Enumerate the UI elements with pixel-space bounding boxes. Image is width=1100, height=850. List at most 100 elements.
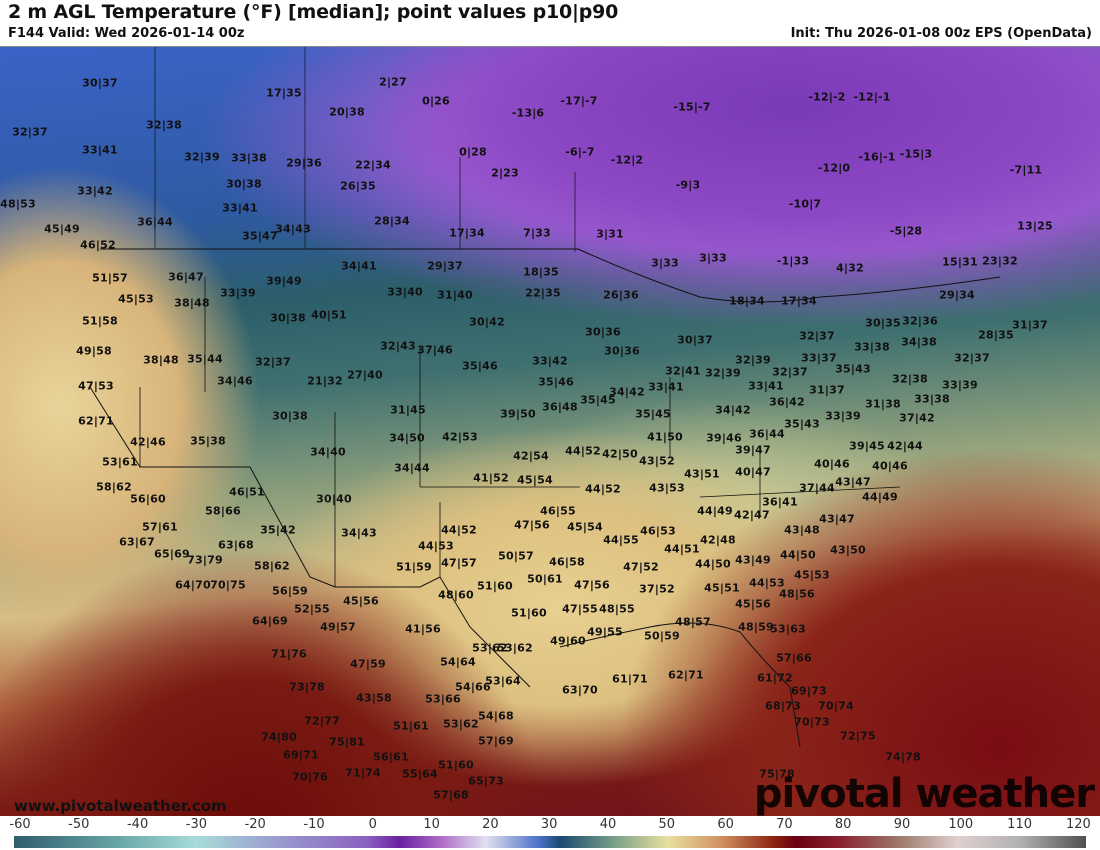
point-value-label: -12|-1 xyxy=(853,90,891,104)
colorbar-tick-label: 30 xyxy=(540,817,558,832)
point-value-label: 18|34 xyxy=(729,294,765,308)
colorbar-tick-label: 40 xyxy=(599,817,617,832)
point-value-label: 33|41 xyxy=(222,201,258,215)
point-value-label: 32|37 xyxy=(799,329,835,343)
point-value-label: 41|50 xyxy=(647,430,683,444)
point-value-label: 32|37 xyxy=(255,355,291,369)
point-value-label: 73|79 xyxy=(187,553,223,567)
point-value-label: -17|-7 xyxy=(560,94,598,108)
point-value-label: 49|58 xyxy=(76,344,112,358)
header: 2 m AGL Temperature (°F) [median]; point… xyxy=(0,0,1100,46)
point-value-label: 48|53 xyxy=(0,197,36,211)
point-value-label: 35|43 xyxy=(835,362,871,376)
colorbar-tick-label: 120 xyxy=(1065,817,1091,832)
point-value-label: 39|50 xyxy=(500,407,536,421)
point-value-label: 43|58 xyxy=(356,691,392,705)
point-value-label: 35|42 xyxy=(260,523,296,537)
point-value-label: 47|56 xyxy=(514,518,550,532)
point-value-label: 27|40 xyxy=(347,368,383,382)
point-value-label: 17|34 xyxy=(449,226,485,240)
point-value-label: 2|23 xyxy=(491,166,519,180)
point-value-label: 45|49 xyxy=(44,222,80,236)
point-value-label: 58|62 xyxy=(254,559,290,573)
point-value-label: 44|49 xyxy=(697,504,733,518)
point-value-label: 69|71 xyxy=(283,748,319,762)
point-value-label: 32|39 xyxy=(705,366,741,380)
point-value-label: 48|55 xyxy=(599,602,635,616)
point-value-label: 43|49 xyxy=(735,553,771,567)
point-value-label: 46|55 xyxy=(540,504,576,518)
point-value-label: 22|35 xyxy=(525,286,561,300)
point-value-label: 32|38 xyxy=(892,372,928,386)
point-value-label: 51|60 xyxy=(511,606,547,620)
point-value-label: 70|76 xyxy=(292,770,328,784)
point-value-label: 53|64 xyxy=(485,674,521,688)
colorbar-tick-label: 80 xyxy=(834,817,852,832)
point-value-label: -15|3 xyxy=(899,147,933,161)
point-value-label: 33|41 xyxy=(648,380,684,394)
point-value-label: 42|48 xyxy=(700,533,736,547)
point-value-label: 64|70 xyxy=(175,578,211,592)
point-value-label: 29|36 xyxy=(286,156,322,170)
point-value-label: 28|34 xyxy=(374,214,410,228)
pivotal-weather-logo: pivotal weather xyxy=(753,771,1095,817)
point-value-label: 34|43 xyxy=(275,222,311,236)
point-value-label: 45|51 xyxy=(704,581,740,595)
point-value-label: 44|55 xyxy=(603,533,639,547)
point-value-label: 36|44 xyxy=(137,215,173,229)
point-value-label: 42|54 xyxy=(513,449,549,463)
point-value-label: 41|52 xyxy=(473,471,509,485)
point-value-label: 34|42 xyxy=(715,403,751,417)
point-value-label: 42|46 xyxy=(130,435,166,449)
point-value-label: 73|78 xyxy=(289,680,325,694)
point-value-label: 47|55 xyxy=(562,602,598,616)
colorbar-tick-label: -10 xyxy=(303,817,325,832)
point-value-label: 44|51 xyxy=(664,542,700,556)
point-value-label: 57|61 xyxy=(142,520,178,534)
point-value-label: 72|75 xyxy=(840,729,876,743)
point-value-label: 54|64 xyxy=(440,655,476,669)
point-value-label: 48|59 xyxy=(738,620,774,634)
point-value-label: 3|31 xyxy=(596,227,624,241)
point-value-label: 34|40 xyxy=(310,445,346,459)
point-value-label: 32|41 xyxy=(665,364,701,378)
point-value-label: 53|61 xyxy=(102,455,138,469)
point-value-label: 33|39 xyxy=(220,286,256,300)
colorbar-tick-label: -30 xyxy=(185,817,208,832)
point-value-label: -13|6 xyxy=(511,106,545,120)
point-value-label: 62|71 xyxy=(668,668,704,682)
point-value-label: 53|62 xyxy=(443,717,479,731)
point-value-label: 3|33 xyxy=(651,256,679,270)
point-value-label: -1|33 xyxy=(776,254,810,268)
point-value-label: 62|71 xyxy=(78,414,114,428)
point-value-label: 33|42 xyxy=(77,184,113,198)
point-value-label: 43|53 xyxy=(649,481,685,495)
point-value-label: 33|41 xyxy=(748,379,784,393)
point-value-label: 30|38 xyxy=(272,409,308,423)
point-value-label: 41|56 xyxy=(405,622,441,636)
point-value-label: 47|56 xyxy=(574,578,610,592)
point-value-label: 33|38 xyxy=(854,340,890,354)
point-value-label: 68|73 xyxy=(765,699,801,713)
point-value-label: 32|39 xyxy=(735,353,771,367)
point-value-label: 65|73 xyxy=(468,774,504,788)
point-value-label: 74|78 xyxy=(885,750,921,764)
point-value-label: 17|35 xyxy=(266,86,302,100)
point-value-label: 44|53 xyxy=(418,539,454,553)
point-value-label: 44|52 xyxy=(585,482,621,496)
point-value-label: 64|69 xyxy=(252,614,288,628)
point-value-label: 51|59 xyxy=(396,560,432,574)
point-value-label: 43|47 xyxy=(819,512,855,526)
point-value-label: 47|57 xyxy=(441,556,477,570)
point-value-label: 44|49 xyxy=(862,490,898,504)
point-value-label: 74|80 xyxy=(261,730,297,744)
colorbar-tick-label: 50 xyxy=(658,817,676,832)
point-value-label: 58|62 xyxy=(96,480,132,494)
point-value-label: 45|56 xyxy=(735,597,771,611)
point-value-label: 32|38 xyxy=(146,118,182,132)
point-value-label: -15|-7 xyxy=(673,100,711,114)
colorbar-tick-label: -20 xyxy=(244,817,266,832)
point-value-label: 52|55 xyxy=(294,602,330,616)
point-value-label: 18|35 xyxy=(523,265,559,279)
point-value-label: 30|36 xyxy=(604,344,640,358)
